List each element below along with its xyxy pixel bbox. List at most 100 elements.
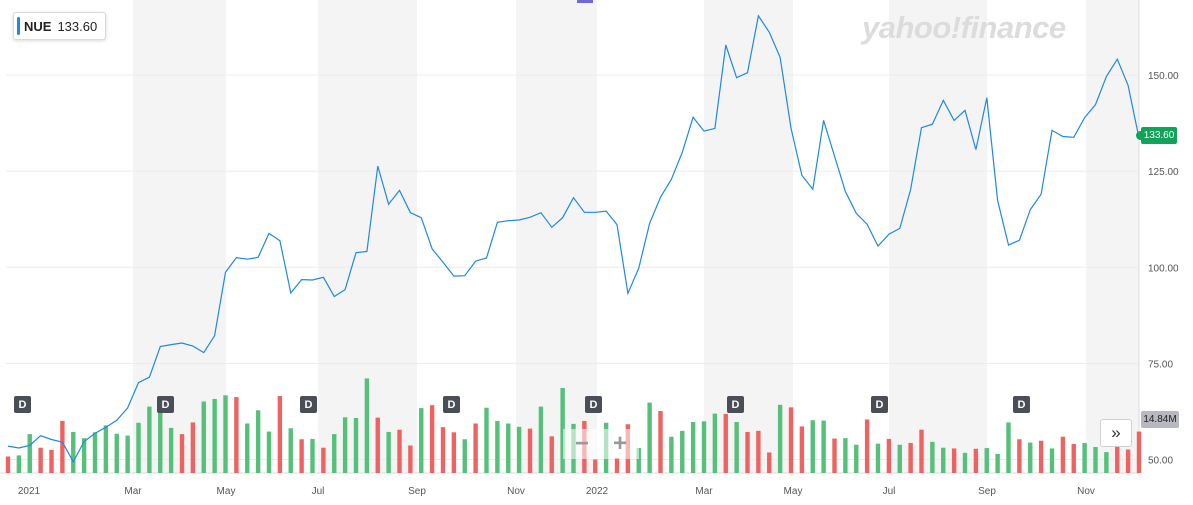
grid-lines (0, 0, 1140, 474)
price-line (7, 14, 1140, 464)
volume-bar (647, 402, 652, 473)
volume-bar (701, 421, 707, 473)
volume-bar (864, 419, 870, 473)
x-tick-label: Jul (883, 486, 896, 497)
volume-bar (299, 439, 304, 473)
volume-bar (875, 443, 881, 473)
volume-bar (538, 406, 544, 473)
range-marker (577, 0, 593, 3)
volume-bar (1136, 431, 1142, 473)
volume-bar (16, 455, 22, 473)
dividend-marker[interactable]: D (157, 396, 174, 413)
volume-bar (1093, 446, 1098, 473)
volume-bar (821, 420, 826, 473)
volume-bar (60, 420, 65, 473)
volume-bar (886, 438, 892, 473)
dividend-marker[interactable]: D (14, 396, 31, 413)
volume-bar (179, 434, 185, 473)
volume-bar (1038, 440, 1044, 473)
dividend-marker[interactable]: D (585, 396, 602, 413)
month-band (889, 0, 987, 473)
volume-bar (854, 444, 859, 473)
y-tick-label: 100.00 (1148, 263, 1179, 274)
last-price-dot (1136, 131, 1145, 140)
volume-bar (5, 456, 11, 473)
double-chevron-right-icon: » (1111, 423, 1121, 442)
volume-bar (506, 423, 511, 473)
volume-bar (212, 398, 217, 473)
volume-bar (995, 453, 1000, 473)
dividend-marker[interactable]: D (443, 396, 460, 413)
month-band (1086, 0, 1139, 473)
volume-bar (353, 418, 359, 473)
volume-bar (788, 407, 794, 473)
zoom-controls[interactable]: − + (563, 429, 639, 459)
x-tick-label: Sep (408, 486, 426, 497)
volume-bar (897, 444, 902, 473)
volume-bar (1028, 442, 1033, 473)
volume-bar (332, 434, 337, 473)
volume-bar (266, 431, 272, 473)
volume-bar (223, 395, 228, 473)
volume-bar (799, 426, 805, 473)
volume-bar (473, 423, 478, 473)
ticker-label[interactable]: NUE 133.60 (13, 12, 107, 40)
volume-tag: 14.84M (1141, 411, 1179, 428)
volume-bar (549, 436, 554, 473)
volume-bar (245, 423, 250, 473)
volume-bar (756, 430, 761, 473)
volume-bar (777, 404, 783, 473)
volume-bar (125, 435, 130, 473)
dividend-marker[interactable]: D (727, 396, 744, 413)
x-axis-labels: 2021 Mar May Jul Sep Nov 2022 Mar May Jul Sep Nov (18, 486, 1095, 497)
expand-button[interactable]: » (1100, 419, 1132, 447)
volume-bar (321, 447, 326, 473)
ticker-symbol: NUE (24, 18, 52, 34)
volume-bar (636, 448, 641, 473)
volume-bar (462, 439, 467, 473)
volume-bar (690, 422, 696, 473)
volume-bar (310, 438, 315, 473)
volume-bar (158, 405, 163, 473)
volume-bars (5, 378, 1142, 473)
x-tick-label: Mar (124, 486, 142, 497)
dividend-marker[interactable]: D (871, 396, 888, 413)
volume-bar (767, 452, 772, 473)
volume-bar (495, 420, 500, 473)
volume-bar (723, 413, 728, 473)
volume-bar (951, 448, 957, 473)
zoom-in-button[interactable]: + (612, 430, 627, 457)
dividend-marker[interactable]: D (1013, 396, 1030, 413)
volume-bar (1082, 442, 1087, 473)
ticker-price: 133.60 (57, 18, 98, 34)
volume-bar (1017, 439, 1022, 473)
zoom-out-button[interactable]: − (574, 430, 589, 457)
volume-bar (919, 429, 924, 473)
volume-bar (1071, 444, 1076, 473)
volume-bar (560, 387, 565, 473)
volume-bar (386, 431, 391, 473)
x-tick-label: May (784, 486, 803, 497)
volume-bar (92, 432, 98, 473)
volume-bar (810, 420, 815, 473)
volume-bar (440, 427, 446, 473)
last-price-tag: 133.60 (1141, 127, 1177, 144)
y-tick-label: 75.00 (1148, 359, 1173, 370)
y-tick-label: 50.00 (1148, 456, 1173, 467)
volume-bar (277, 396, 283, 473)
volume-bar (712, 413, 718, 473)
volume-bar (201, 401, 206, 473)
volume-bar (527, 428, 533, 473)
volume-bar (1125, 449, 1131, 473)
volume-bar (255, 410, 261, 473)
volume-bar (364, 378, 370, 473)
dividend-marker[interactable]: D (300, 396, 317, 413)
x-tick-label: Jul (312, 486, 325, 497)
x-tick-label: Nov (1077, 486, 1095, 497)
volume-bar (669, 436, 674, 473)
volume-bar (930, 441, 935, 473)
month-band (133, 0, 226, 473)
month-band (516, 0, 597, 473)
